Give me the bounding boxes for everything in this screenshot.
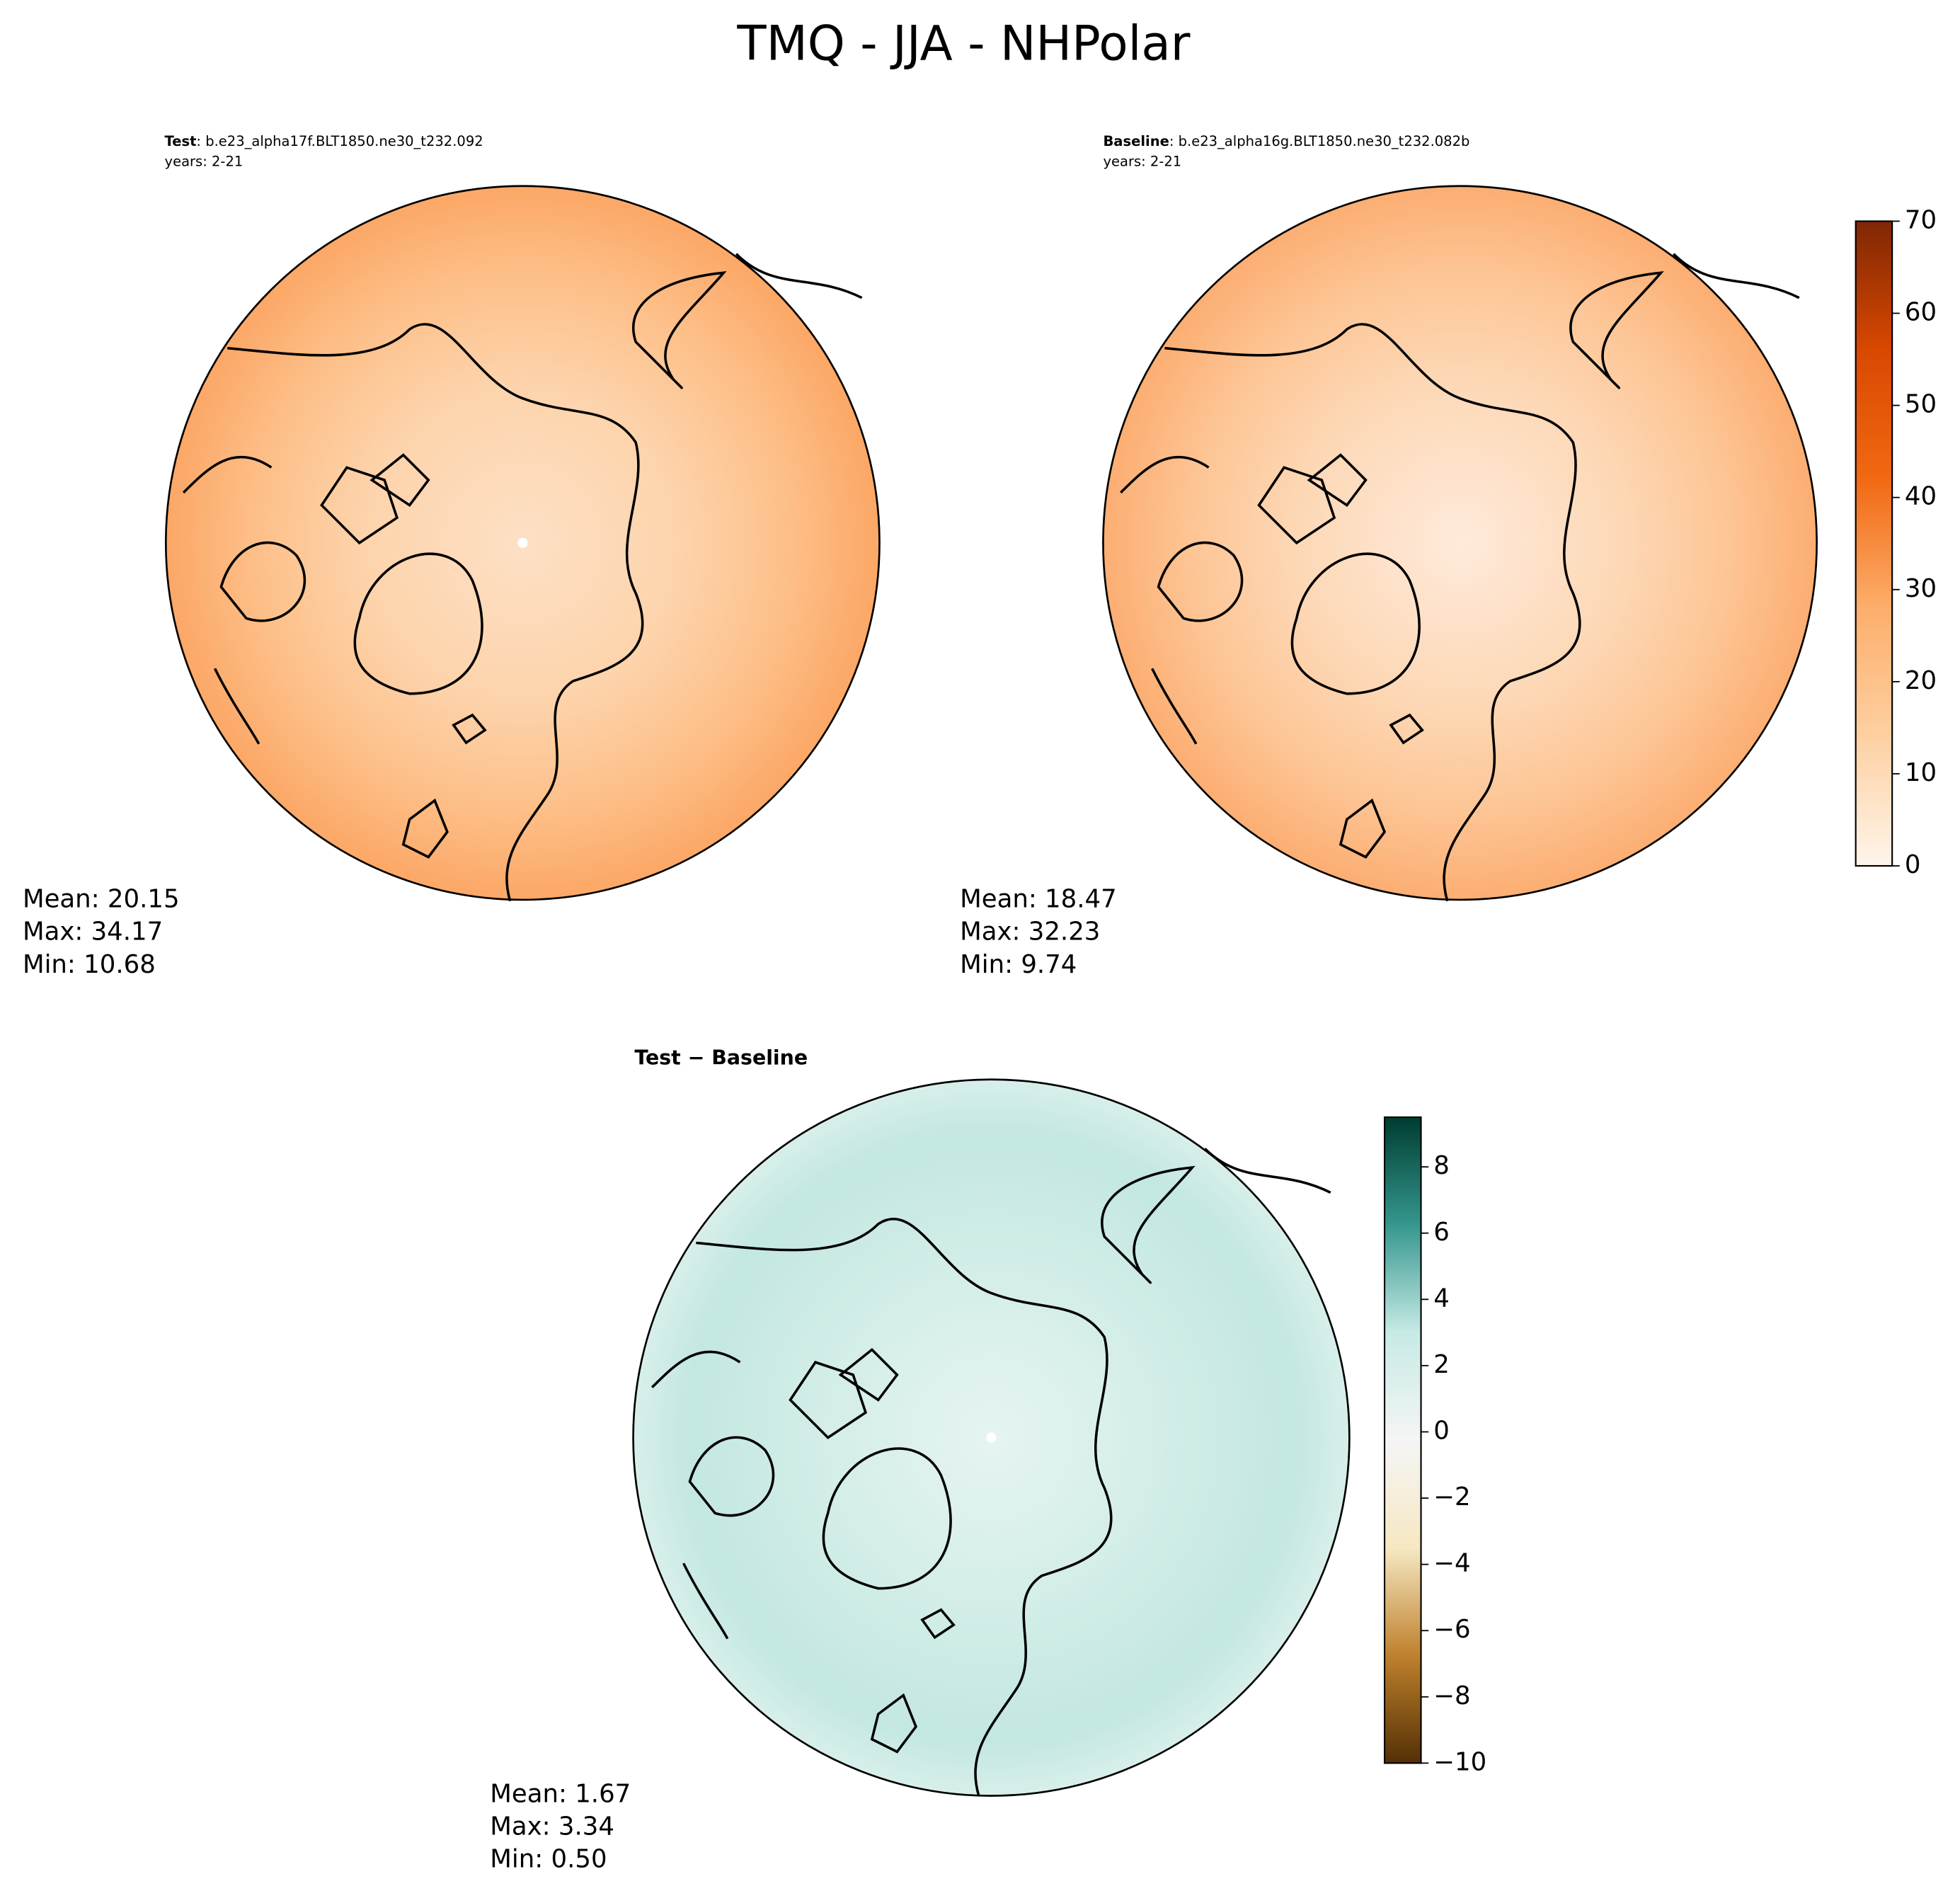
stat: Min: 0.50 (490, 1845, 607, 1874)
tick-label: 10 (1905, 758, 1937, 787)
stat: Max: 34.17 (23, 918, 163, 947)
panel-case: : b.e23_alpha17f.BLT1850.ne30_t232.092 (196, 133, 483, 149)
tick-label: 0 (1433, 1416, 1450, 1445)
map (164, 185, 881, 903)
panel-case: : b.e23_alpha16g.BLT1850.ne30_t232.082b (1169, 133, 1470, 149)
tick-label: −8 (1433, 1681, 1470, 1710)
tick-label: −2 (1433, 1482, 1470, 1512)
panel-years: years: 2-21 (1103, 153, 1181, 169)
tick-label: −4 (1433, 1549, 1470, 1578)
colorbar (1383, 1116, 1422, 1764)
stat: Max: 32.23 (960, 918, 1100, 947)
tick-label: 6 (1433, 1218, 1450, 1247)
tick-label: 4 (1433, 1284, 1450, 1313)
panel-label: Test: b.e23_alpha17f.BLT1850.ne30_t232.0… (165, 133, 483, 149)
tick-label: 50 (1905, 390, 1937, 419)
tick-label: 0 (1905, 850, 1921, 879)
map (632, 1078, 1351, 1798)
panel-title: Test − Baseline (634, 1046, 808, 1069)
tick-label: 60 (1905, 298, 1937, 327)
tick-label: 2 (1433, 1350, 1450, 1379)
panel-label-name: Baseline (1103, 133, 1169, 149)
panel-label-name: Test (165, 133, 197, 149)
tick-label: 40 (1905, 482, 1937, 511)
stat: Mean: 18.47 (960, 885, 1117, 914)
tick-label: −6 (1433, 1615, 1470, 1644)
map (1102, 185, 1818, 903)
tick-label: 70 (1905, 205, 1937, 234)
stat: Mean: 1.67 (490, 1779, 631, 1808)
panel-label: Baseline: b.e23_alpha16g.BLT1850.ne30_t2… (1103, 133, 1469, 149)
tick-label: 20 (1905, 666, 1937, 695)
stat: Mean: 20.15 (23, 885, 180, 914)
tick-label: 30 (1905, 574, 1937, 603)
tick-label: 8 (1433, 1151, 1450, 1180)
figure-title: TMQ - JJA - NHPolar (736, 15, 1190, 71)
stat: Max: 3.34 (490, 1812, 614, 1841)
panel-years: years: 2-21 (165, 153, 243, 169)
stat: Min: 9.74 (960, 950, 1077, 979)
tick-label: −10 (1433, 1747, 1486, 1776)
stat: Min: 10.68 (23, 950, 156, 979)
colorbar (1855, 220, 1893, 867)
